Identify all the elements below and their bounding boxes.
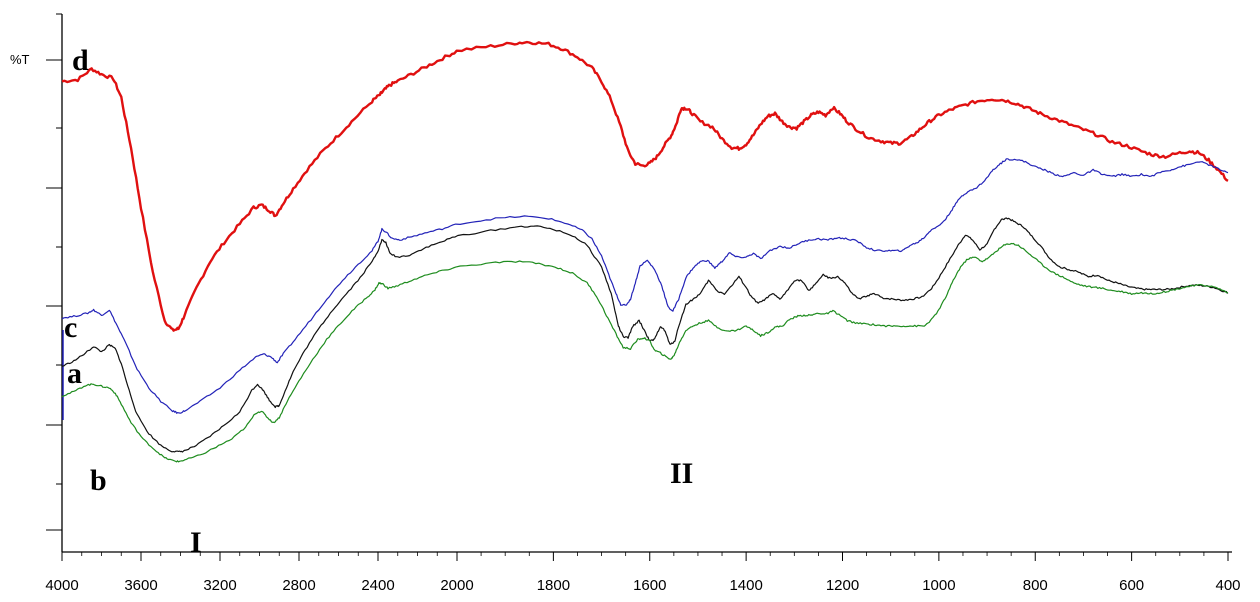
x-tick-label: 2000 <box>440 577 473 594</box>
spectra-curves <box>61 40 1229 463</box>
curve-label-b: b <box>90 464 107 497</box>
x-tick-labels: 4000 3600 3200 2800 2400 2000 1800 1600 1400 1200… <box>45 577 1240 594</box>
x-tick-label: 2400 <box>361 577 394 594</box>
spectrum-curve-d <box>61 40 1229 332</box>
y-axis-label: %T <box>10 52 30 67</box>
x-tick-label: 1200 <box>826 577 859 594</box>
axes <box>46 13 1232 561</box>
x-tick-label: 1000 <box>922 577 955 594</box>
band-label-ii: II <box>670 457 693 490</box>
x-tick-label: 400 <box>1215 577 1240 594</box>
x-tick-label: 4000 <box>45 577 78 594</box>
x-tick-label: 800 <box>1023 577 1048 594</box>
x-tick-label: 3600 <box>124 577 157 594</box>
curve-label-c: c <box>64 311 77 344</box>
curve-label-d: d <box>72 44 89 77</box>
x-tick-label: 3200 <box>203 577 236 594</box>
band-label-i: I <box>190 526 202 559</box>
spectrum-curve-c <box>61 158 1229 414</box>
x-tick-label: 1600 <box>633 577 666 594</box>
x-tick-label: 2800 <box>282 577 315 594</box>
x-tick-label: 1800 <box>537 577 570 594</box>
curve-label-a: a <box>67 357 82 390</box>
spectrum-curve-a <box>61 217 1229 453</box>
x-tick-label: 600 <box>1119 577 1144 594</box>
x-tick-label: 1400 <box>729 577 762 594</box>
spectrum-curve-b <box>61 242 1229 463</box>
